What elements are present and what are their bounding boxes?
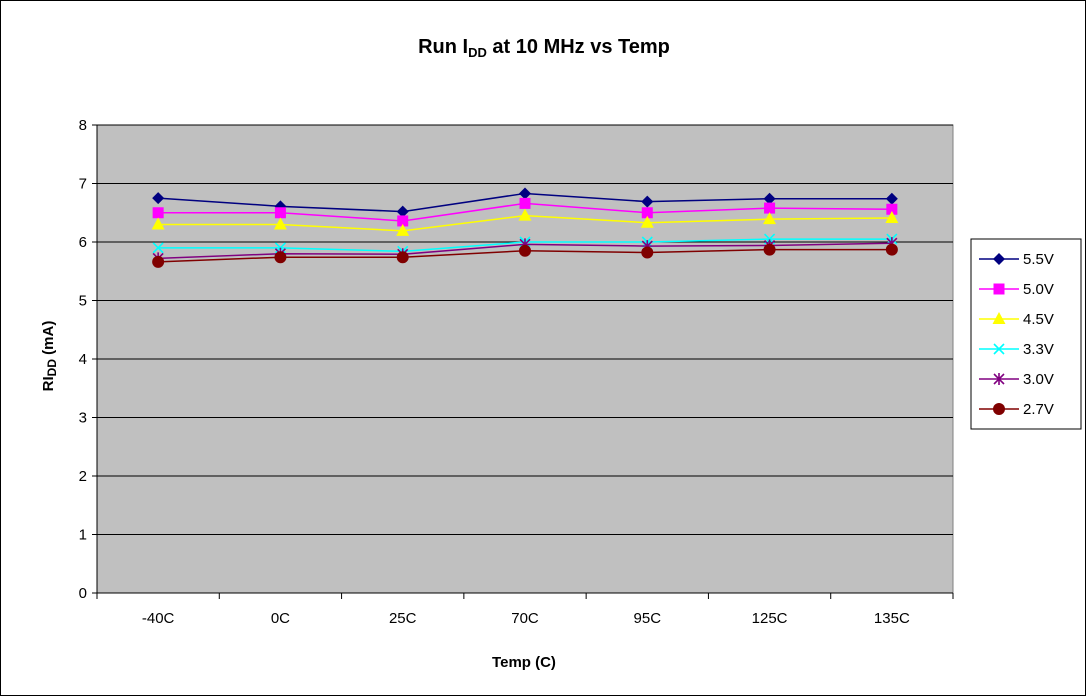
- y-tick-label: 6: [79, 234, 87, 251]
- data-point: [763, 243, 776, 256]
- y-tick-label: 3: [79, 410, 87, 427]
- x-tick-label: -40C: [142, 610, 175, 627]
- legend-item: 2.7V: [979, 401, 1054, 418]
- data-point: [764, 202, 776, 214]
- y-tick-label: 8: [79, 117, 87, 134]
- x-tick-label: 125C: [752, 610, 788, 627]
- data-point: [763, 192, 776, 205]
- y-tick-label: 5: [79, 293, 87, 310]
- legend-label: 4.5V: [1023, 311, 1054, 328]
- legend: 5.5V 5.0V 4.5V 3.3V 3.0V 2.7V: [970, 238, 1082, 430]
- legend-marker: [993, 403, 1005, 415]
- y-axis-title: RIDD (mA): [40, 321, 59, 392]
- x-tick-label: 0C: [271, 610, 290, 627]
- data-point: [273, 217, 287, 230]
- x-tick-label: 135C: [874, 610, 910, 627]
- data-point: [396, 223, 410, 236]
- legend-marker: [993, 283, 1005, 295]
- legend-label: 5.5V: [1023, 251, 1054, 268]
- data-point: [274, 207, 286, 219]
- data-point: [885, 192, 898, 205]
- data-point: [518, 208, 532, 221]
- data-point: [640, 215, 654, 228]
- data-point: [886, 203, 898, 215]
- y-axis-ticks: 0 1 2 3 4 5 6 7 8: [79, 117, 97, 602]
- data-point: [396, 205, 409, 218]
- y-tick-label: 0: [79, 585, 87, 602]
- legend-item: 3.0V: [979, 371, 1054, 388]
- legend-box: [970, 238, 1082, 430]
- legend-label: 3.3V: [1023, 341, 1054, 358]
- legend-label: 2.7V: [1023, 401, 1054, 418]
- x-tick-label: 70C: [511, 610, 539, 627]
- series-5.0V: [152, 197, 898, 227]
- y-tick-label: 4: [79, 351, 87, 368]
- data-point: [152, 192, 165, 205]
- series-4.5V: [151, 208, 899, 236]
- series-layer: [151, 187, 899, 268]
- x-tick-label: 95C: [634, 610, 662, 627]
- legend-marker: [993, 253, 1005, 265]
- series-2.7V: [152, 243, 898, 268]
- legend-label: 5.0V: [1023, 281, 1054, 298]
- legend-item: 3.3V: [979, 341, 1054, 358]
- data-point: [519, 244, 531, 257]
- y-tick-label: 2: [79, 468, 87, 485]
- y-tick-label: 1: [79, 527, 87, 544]
- legend-marker: [993, 373, 1005, 385]
- x-axis-ticks: -40C 0C 25C 70C 95C 125C 135C: [96, 593, 954, 627]
- y-tick-label: 7: [79, 176, 87, 193]
- chart-title: Run IDD at 10 MHz vs Temp: [418, 36, 670, 60]
- data-point: [397, 215, 409, 227]
- legend-item: 4.5V: [979, 311, 1054, 328]
- data-point: [152, 207, 164, 219]
- legend-marker: [993, 343, 1005, 355]
- data-point: [641, 195, 654, 208]
- data-point: [519, 187, 531, 200]
- data-point: [763, 212, 777, 225]
- data-point: [151, 217, 165, 230]
- legend-label: 3.0V: [1023, 371, 1054, 388]
- data-point: [885, 243, 898, 256]
- data-point: [885, 211, 899, 224]
- data-point: [641, 207, 653, 219]
- data-point: [641, 246, 654, 259]
- data-point: [519, 197, 531, 209]
- legend-item: 5.0V: [979, 281, 1054, 298]
- legend-marker: [992, 312, 1006, 324]
- data-point: [152, 242, 164, 254]
- series-5.5V: [152, 187, 898, 218]
- x-tick-label: 25C: [389, 610, 417, 627]
- data-point: [396, 251, 409, 264]
- data-point: [274, 251, 287, 264]
- legend-item: 5.5V: [979, 251, 1054, 268]
- x-axis-title: Temp (C): [492, 654, 556, 671]
- data-point: [152, 255, 165, 268]
